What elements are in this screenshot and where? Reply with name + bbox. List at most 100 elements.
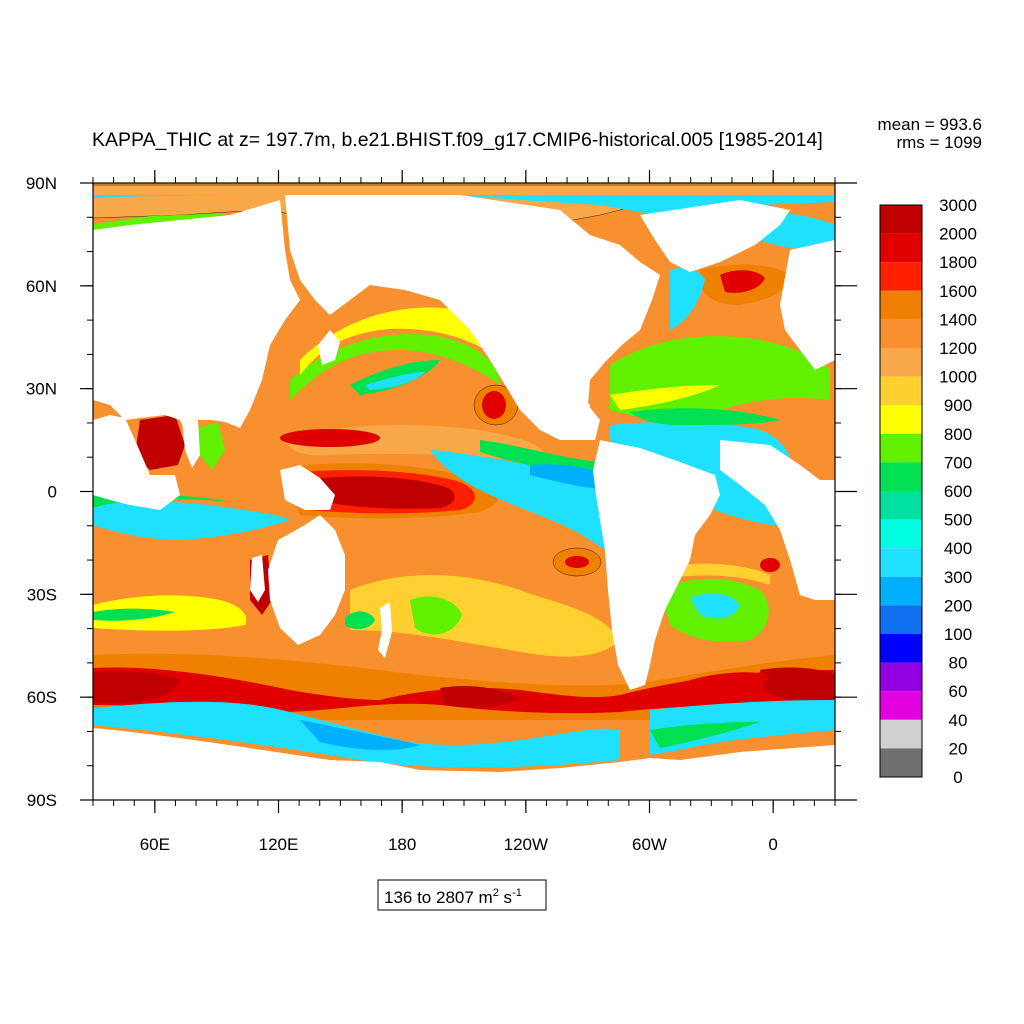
south-pacific-yellow-band <box>350 575 620 657</box>
colorbar-box-4 <box>880 319 922 348</box>
range-label-prefix: 136 to 2807 m <box>384 888 493 907</box>
land-mask-layer <box>93 195 835 800</box>
colorbar-box-2 <box>880 262 922 291</box>
north-pacific-cyan-core <box>365 372 425 390</box>
colorbar-level-label-14: 200 <box>944 596 972 615</box>
colorbar-level-label-10: 600 <box>944 482 972 501</box>
colorbar: 3000200018001600140012001000900800700600… <box>879 196 977 787</box>
new-zealand-land <box>378 602 392 658</box>
north-pacific-gyre-core <box>482 391 506 419</box>
x-tick-label-1: 120E <box>259 835 299 854</box>
colorbar-level-label-17: 60 <box>949 682 968 701</box>
colorbar-box-3 <box>880 290 922 320</box>
labrador-current-cyan <box>670 268 705 330</box>
eastern-pacific-blue-patch <box>530 464 610 490</box>
range-label-exp1: 2 <box>493 887 499 899</box>
y-tick-label-6: 90S <box>27 791 57 810</box>
south-pacific-green-core <box>410 596 462 635</box>
madagascar-land <box>250 555 265 602</box>
north-pacific-yellow-band <box>300 307 501 375</box>
colorbar-box-13 <box>880 576 922 606</box>
colorbar-level-label-3: 1600 <box>939 282 977 301</box>
colorbar-level-label-12: 400 <box>944 539 972 558</box>
mean-label: mean = 993.6 <box>878 115 982 134</box>
europe-land <box>780 240 835 370</box>
y-tick-label-0: 90N <box>26 174 57 193</box>
colorbar-level-label-7: 900 <box>944 396 972 415</box>
antarctic-shelf-blue <box>300 720 420 750</box>
colorbar-box-7 <box>880 405 922 434</box>
colorbar-level-label-4: 1400 <box>939 310 977 329</box>
japan-land <box>318 330 340 365</box>
arctic-cyan-band <box>93 195 835 214</box>
india-land <box>182 420 200 468</box>
indian-ocean-subtropical-green <box>93 608 175 621</box>
map-plot-area: 60E 120E 180 120W 60W 0 90N 60N 30N 0 30S 60S 90S <box>26 170 857 854</box>
x-tick-label-3: 120W <box>504 835 548 854</box>
bay-of-bengal-green <box>198 422 225 470</box>
kuroshio-band-high <box>280 429 380 447</box>
southern-ocean-darkred-core <box>93 671 180 703</box>
weddell-sea-green <box>650 722 760 748</box>
y-tick-label-4: 30S <box>27 585 57 604</box>
y-tick-label-2: 30N <box>26 380 57 399</box>
range-label-exp2: -1 <box>512 887 522 899</box>
north-atlantic-yellow <box>610 385 720 410</box>
africa-land <box>93 415 180 510</box>
colorbar-box-17 <box>880 691 922 720</box>
colorbar-level-label-16: 80 <box>949 654 968 673</box>
greenland-land <box>640 200 790 272</box>
colorbar-box-9 <box>880 462 922 491</box>
colorbar-box-18 <box>880 719 922 749</box>
colorbar-level-label-2: 1800 <box>939 253 977 272</box>
drake-passage-darkred-core <box>440 686 520 708</box>
colorbar-box-19 <box>880 748 922 777</box>
colorbar-level-label-5: 1200 <box>939 339 977 358</box>
colorbar-level-label-8: 800 <box>944 425 972 444</box>
eurasia-land <box>93 200 300 440</box>
colorbar-box-14 <box>880 605 922 634</box>
antarctica-land <box>93 728 835 800</box>
north-america-land <box>285 195 660 440</box>
x-tick-label-0: 60E <box>140 835 170 854</box>
southern-ocean-atlantic-red <box>690 672 770 695</box>
colorbar-level-label-20: 0 <box>953 768 962 787</box>
y-tick-label-5: 60S <box>27 688 57 707</box>
colorbar-level-label-11: 500 <box>944 511 972 530</box>
colorbar-box-8 <box>880 433 922 463</box>
colorbar-box-5 <box>880 348 922 377</box>
y-tick-label-3: 0 <box>48 483 57 502</box>
north-atlantic-green-rim <box>630 408 780 425</box>
south-atlantic-cyan <box>690 593 740 619</box>
axes-layer: 60E 120E 180 120W 60W 0 90N 60N 30N 0 30S 60S 90S <box>26 170 857 854</box>
x-tick-label-5: 0 <box>768 835 777 854</box>
x-tick-label-4: 60W <box>632 835 667 854</box>
colorbar-box-10 <box>880 491 922 520</box>
colorbar-box-1 <box>880 233 922 263</box>
colorbar-level-label-15: 100 <box>944 625 972 644</box>
south-america-land <box>593 440 720 690</box>
labrador-sea-red <box>720 270 765 293</box>
south-atlantic-gyre-high <box>760 558 780 572</box>
south-pacific-gyre-core <box>565 556 589 568</box>
rms-label: rms = 1099 <box>896 133 982 152</box>
africa-west-land <box>720 440 835 600</box>
colorbar-box-12 <box>880 548 922 577</box>
colorbar-box-6 <box>880 376 922 406</box>
indonesia-land <box>280 465 335 510</box>
colorbar-box-0 <box>880 205 922 234</box>
north-pacific-green-band <box>290 334 500 400</box>
equatorial-pacific-core <box>320 476 455 509</box>
colorbar-level-label-18: 40 <box>949 711 968 730</box>
australia-land <box>268 515 345 645</box>
white-land-pacific-northwest <box>540 392 590 432</box>
chart-title: KAPPA_THIC at z= 197.7m, b.e21.BHIST.f09… <box>92 129 823 151</box>
y-tick-label-1: 60N <box>26 277 57 296</box>
colorbar-level-label-6: 1000 <box>939 368 977 387</box>
colorbar-box-16 <box>880 662 922 692</box>
colorbar-box-11 <box>880 519 922 549</box>
colorbar-level-label-0: 3000 <box>939 196 977 215</box>
range-label-mid: s <box>499 888 512 907</box>
colorbar-level-label-1: 2000 <box>939 225 977 244</box>
colorbar-level-label-9: 700 <box>944 453 972 472</box>
